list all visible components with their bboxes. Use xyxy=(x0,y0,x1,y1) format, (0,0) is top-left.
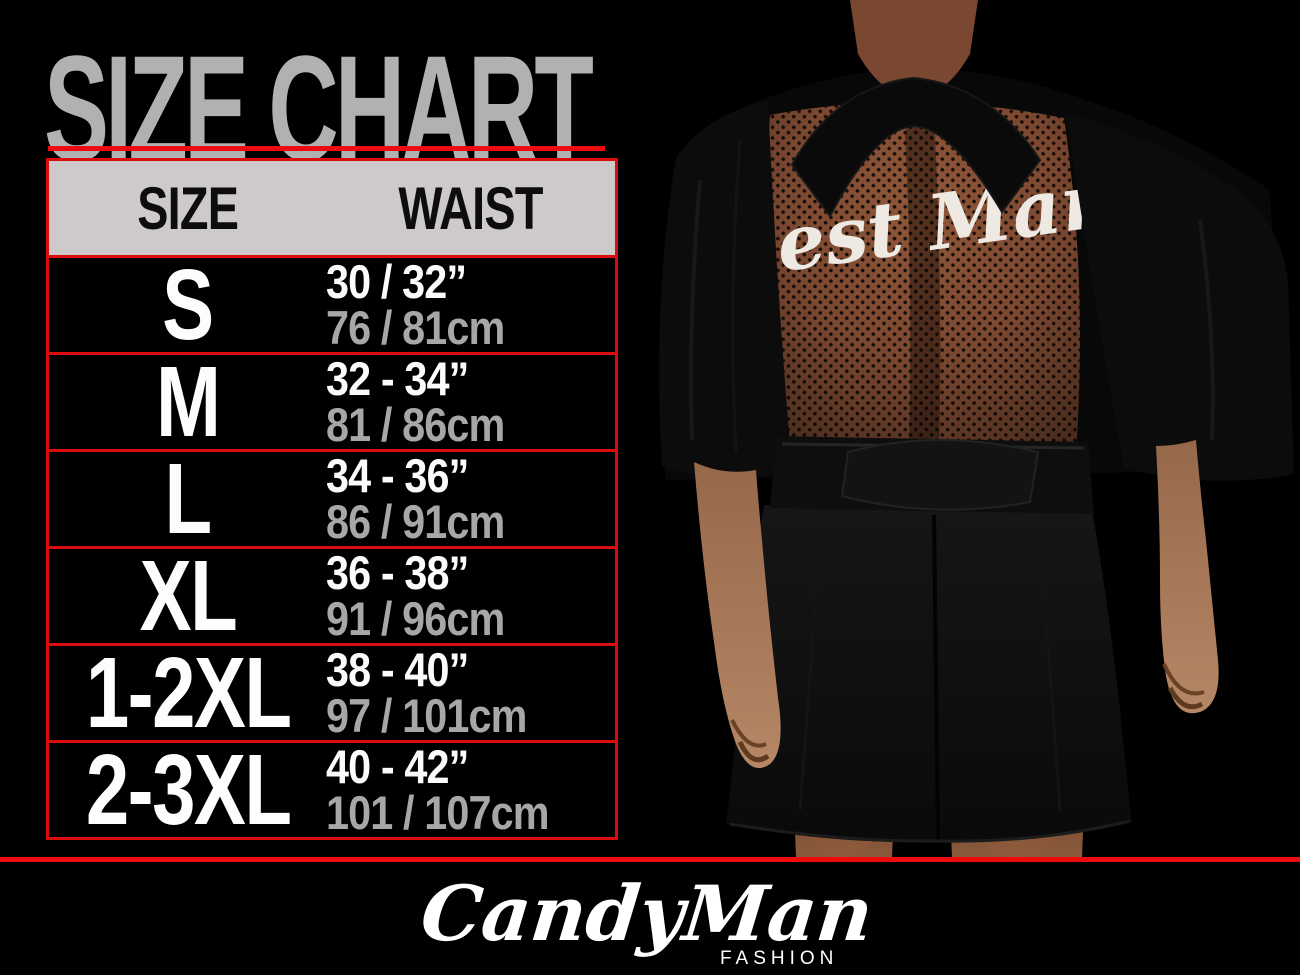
waist-inches: 40 - 42” xyxy=(326,740,469,793)
waist-cm: 81 / 86cm xyxy=(326,398,505,451)
robe-belt xyxy=(770,436,1094,514)
header-cell-size: SIZE xyxy=(49,174,326,243)
table-row: L 34 - 36” 86 / 91cm xyxy=(49,443,615,555)
header-cell-waist: WAIST xyxy=(326,174,615,243)
table-row: 2-3XL 40 - 42” 101 / 107cm xyxy=(49,734,615,846)
title-underline xyxy=(48,146,605,151)
table-row: XL 36 - 38” 91 / 96cm xyxy=(49,540,615,652)
size-value: 1-2XL xyxy=(85,637,291,749)
size-value: L xyxy=(164,443,213,555)
waist-inches: 38 - 40” xyxy=(326,643,469,696)
table-header-row: SIZE WAIST xyxy=(49,161,615,255)
header-waist-label: WAIST xyxy=(398,174,544,242)
brand-name: CandyMan xyxy=(420,868,877,958)
waist-cm: 97 / 101cm xyxy=(326,689,527,742)
waist-cm: 101 / 107cm xyxy=(326,786,549,839)
waist-inches: 34 - 36” xyxy=(326,449,469,502)
footer: CandyMan FASHION xyxy=(0,862,1300,975)
table-row: 1-2XL 38 - 40” 97 / 101cm xyxy=(49,637,615,749)
waist-cm: 91 / 96cm xyxy=(326,592,505,645)
model-neck xyxy=(850,0,978,98)
header-size-label: SIZE xyxy=(137,174,239,242)
waist-cm: 76 / 81cm xyxy=(326,301,505,354)
size-table: SIZE WAIST S 30 / 32” 76 / 81cm M 32 - 3… xyxy=(46,158,618,840)
waist-cm: 86 / 91cm xyxy=(326,495,505,548)
size-value: 2-3XL xyxy=(85,734,291,846)
waist-inches: 36 - 38” xyxy=(326,546,469,599)
size-value: S xyxy=(162,249,214,361)
model-illustration: Best Man xyxy=(659,0,1294,858)
waist-inches: 30 / 32” xyxy=(326,255,467,308)
waist-inches: 32 - 34” xyxy=(326,352,469,405)
model-arms xyxy=(694,440,1219,769)
product-photo: Best Man xyxy=(640,0,1300,858)
brand-logo: CandyMan FASHION xyxy=(420,868,877,969)
robe-sleeves xyxy=(659,100,1294,481)
table-row: M 32 - 34” 81 / 86cm xyxy=(49,346,615,458)
table-row: S 30 / 32” 76 / 81cm xyxy=(49,249,615,361)
robe-skirt xyxy=(726,505,1132,843)
robe-collar xyxy=(790,76,1042,218)
brand-tagline: FASHION xyxy=(720,948,838,969)
size-value: XL xyxy=(139,540,237,652)
size-value: M xyxy=(155,346,221,458)
footer-divider xyxy=(0,857,1300,862)
